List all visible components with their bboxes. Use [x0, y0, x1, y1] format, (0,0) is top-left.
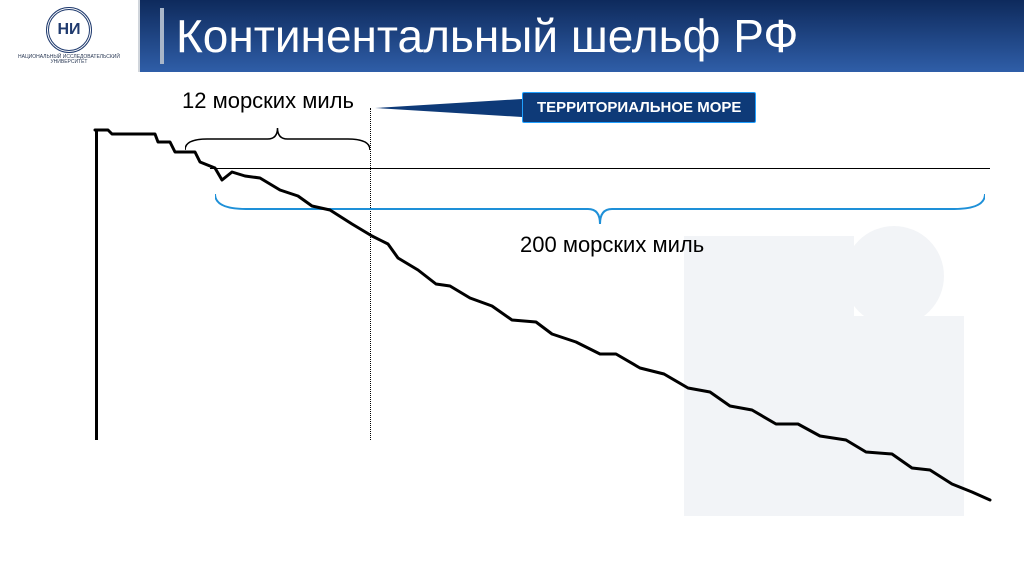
- logo: НИ НАЦИОНАЛЬНЫЙ ИССЛЕДОВАТЕЛЬСКИЙ УНИВЕР…: [0, 0, 140, 72]
- slide: НИ НАЦИОНАЛЬНЫЙ ИССЛЕДОВАТЕЛЬСКИЙ УНИВЕР…: [0, 0, 1024, 576]
- seabed-profile: [0, 72, 1024, 576]
- logo-ring-icon: НИ: [46, 7, 92, 53]
- diagram: 12 морских миль 200 морских миль ТЕРРИТО…: [0, 72, 1024, 576]
- callout-arrow-icon: [375, 99, 522, 117]
- logo-subtext: НАЦИОНАЛЬНЫЙ ИССЛЕДОВАТЕЛЬСКИЙ УНИВЕРСИТ…: [0, 55, 138, 65]
- logo-letters: НИ: [57, 21, 80, 39]
- callout-label: ТЕРРИТОРИАЛЬНОЕ МОРЕ: [522, 92, 756, 123]
- title-bar: Континентальный шельф РФ: [140, 0, 1024, 72]
- slide-title: Континентальный шельф РФ: [176, 9, 798, 63]
- territorial-sea-callout: ТЕРРИТОРИАЛЬНОЕ МОРЕ: [522, 92, 756, 123]
- title-divider: [160, 8, 164, 64]
- header: НИ НАЦИОНАЛЬНЫЙ ИССЛЕДОВАТЕЛЬСКИЙ УНИВЕР…: [0, 0, 1024, 72]
